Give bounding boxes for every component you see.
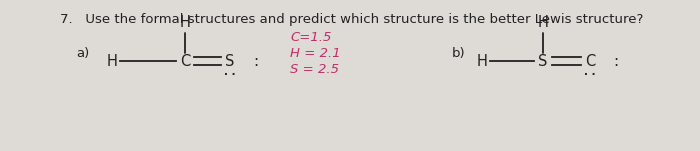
Text: :: :: [613, 55, 618, 69]
Text: H = 2.1: H = 2.1: [290, 47, 341, 60]
Text: . .: . .: [224, 67, 236, 77]
Text: a): a): [76, 48, 90, 61]
Text: 7.   Use the formal structures and predict which structure is the better Lewis s: 7. Use the formal structures and predict…: [60, 13, 643, 26]
Text: . .: . .: [584, 67, 596, 77]
Text: S = 2.5: S = 2.5: [290, 63, 339, 76]
Text: S: S: [225, 53, 234, 69]
Text: C: C: [180, 53, 190, 69]
Text: b): b): [452, 48, 466, 61]
Text: H: H: [180, 15, 190, 30]
Text: C: C: [585, 53, 595, 69]
Text: H: H: [477, 53, 488, 69]
Text: :: :: [253, 55, 258, 69]
Text: H: H: [538, 15, 548, 30]
Text: C=1.5: C=1.5: [290, 31, 331, 44]
Text: S: S: [538, 53, 547, 69]
Text: H: H: [107, 53, 118, 69]
